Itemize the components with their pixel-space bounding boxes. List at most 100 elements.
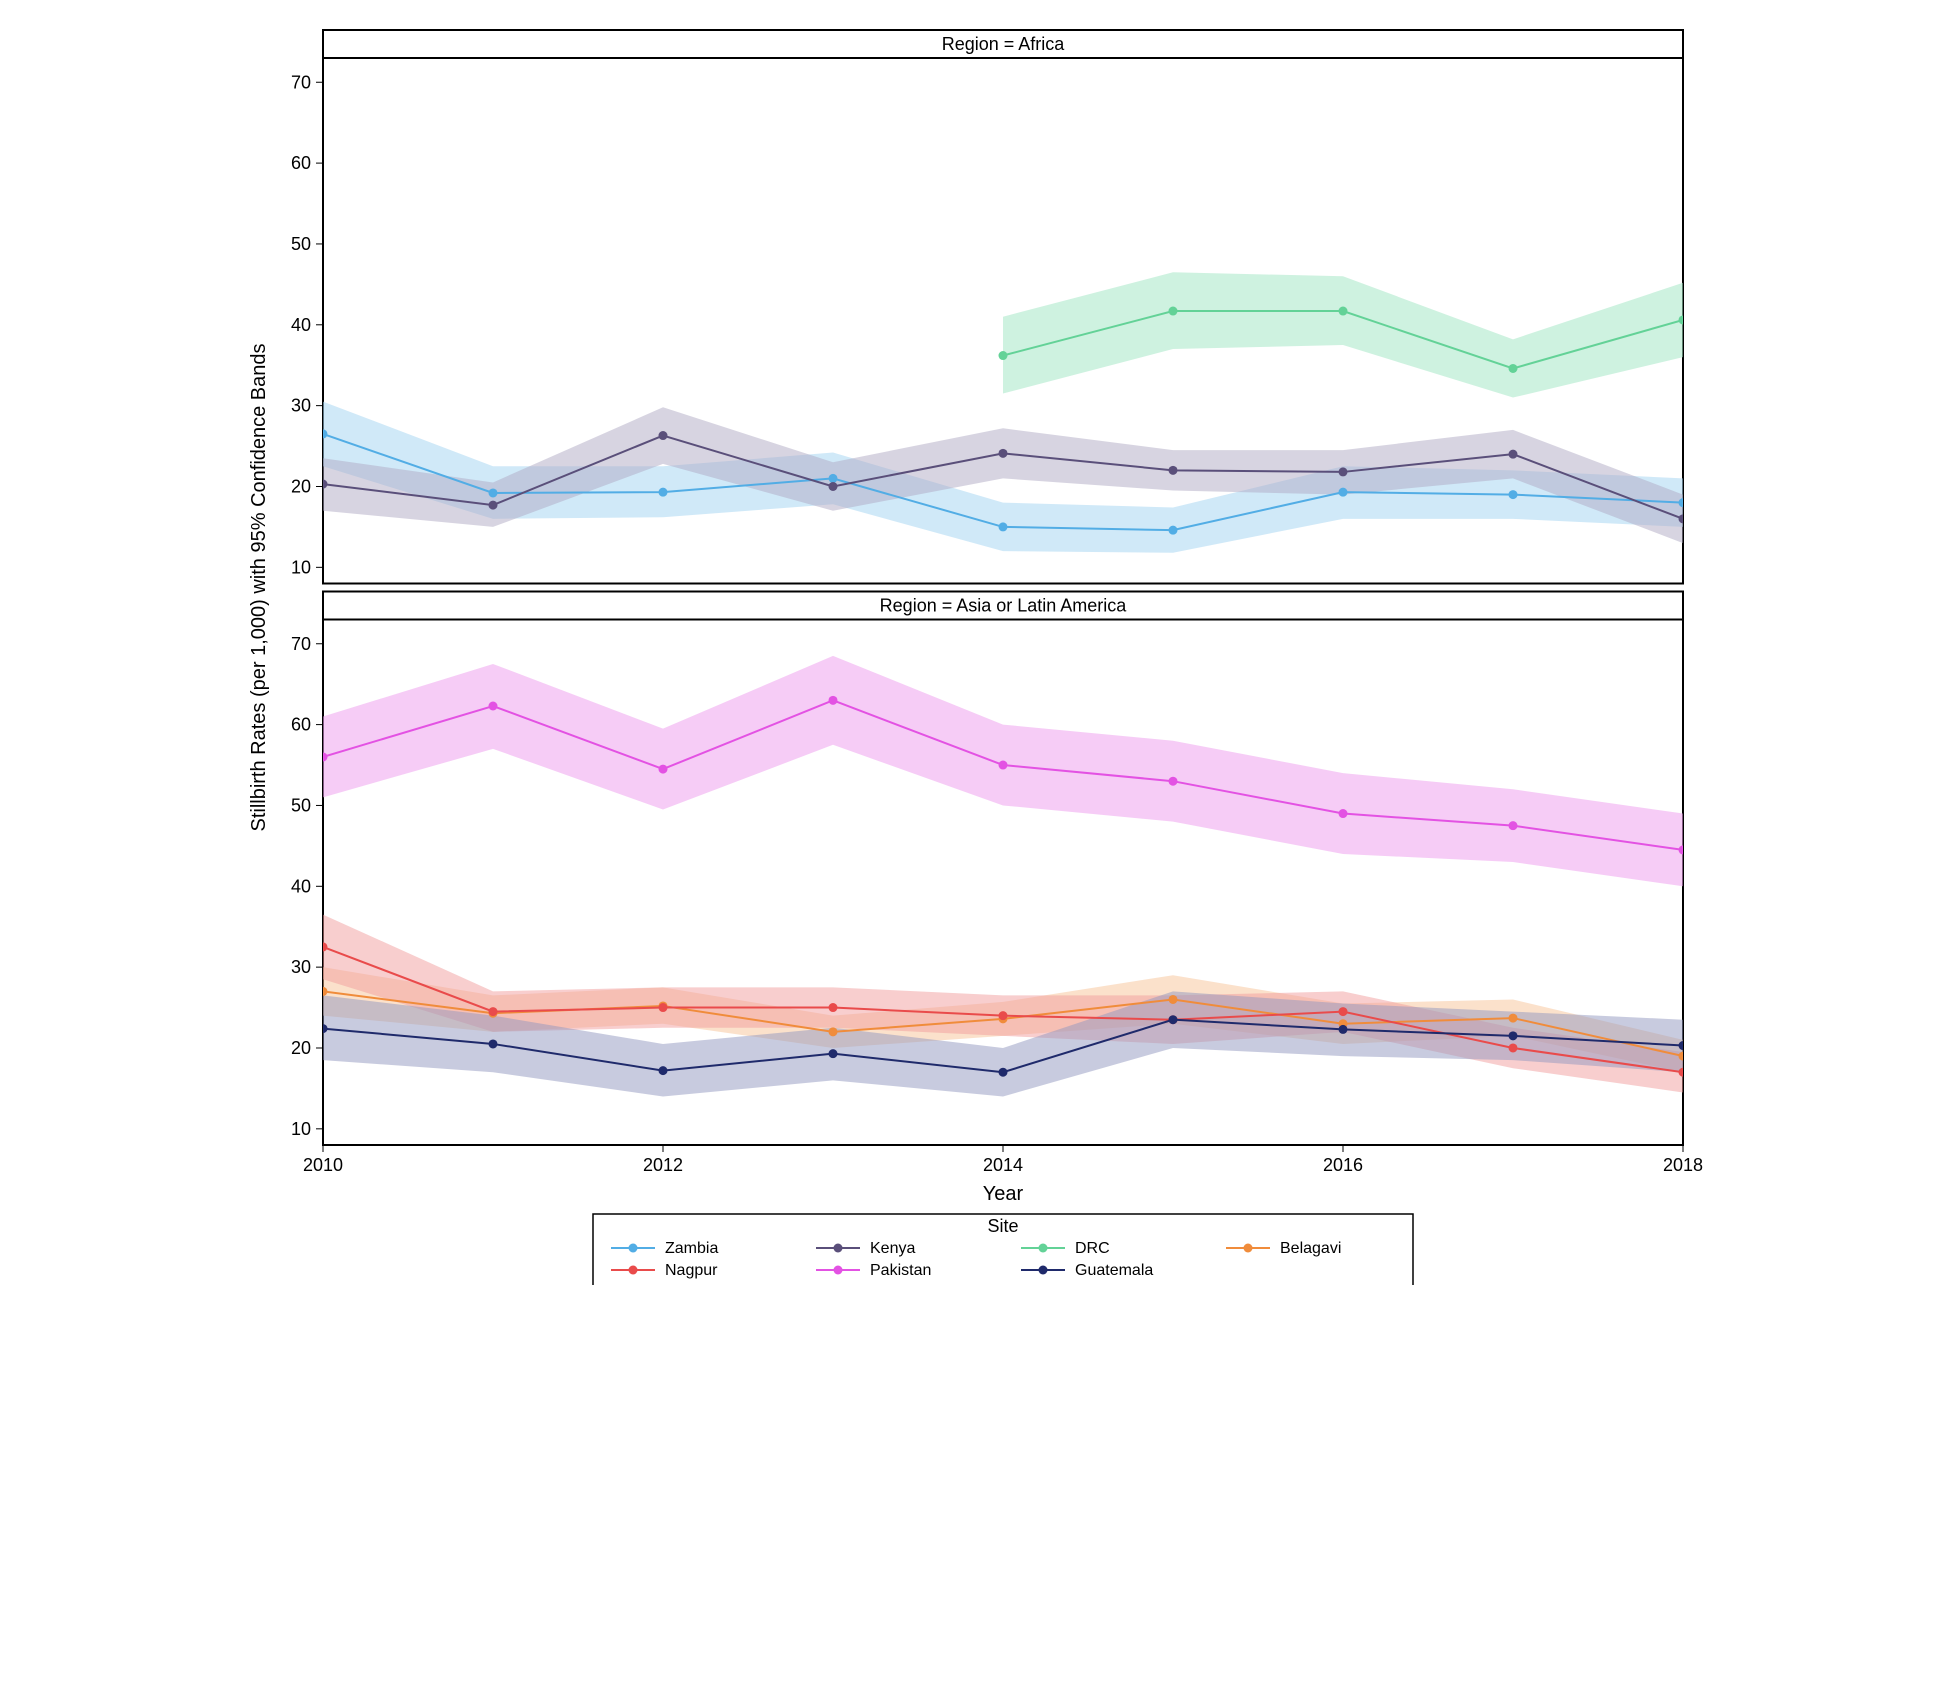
series-marker [488,1007,497,1016]
panel-title: Region = Africa [941,34,1065,54]
series-marker [488,501,497,510]
series-marker [488,1039,497,1048]
panel-title: Region = Asia or Latin America [879,595,1127,615]
series-marker [828,696,837,705]
series-marker [1678,315,1687,324]
series-marker [1508,450,1517,459]
series-marker [658,765,667,774]
legend-marker [833,1244,842,1253]
series-marker [1168,1015,1177,1024]
legend-marker [628,1244,637,1253]
legend-marker [1038,1244,1047,1253]
y-axis-label: Stillbirth Rates (per 1,000) with 95% Co… [248,343,270,831]
series-marker [828,482,837,491]
series-marker [1508,364,1517,373]
x-tick-label: 2016 [1322,1155,1362,1175]
plot-area [318,272,1687,553]
y-tick-label: 70 [290,634,310,654]
y-tick-label: 20 [290,476,310,496]
series-marker [658,1003,667,1012]
series-marker [1678,1052,1687,1061]
series-marker [318,480,327,489]
series-marker [1338,1007,1347,1016]
series-marker [1168,307,1177,316]
y-tick-label: 40 [290,315,310,335]
series-marker [1508,1043,1517,1052]
series-marker [1678,514,1687,523]
plot-area [318,656,1687,1097]
series-marker [998,351,1007,360]
series-marker [658,488,667,497]
y-tick-label: 10 [290,557,310,577]
legend-label: Pakistan [870,1262,931,1279]
series-marker [1678,845,1687,854]
series-marker [658,1066,667,1075]
series-marker [998,449,1007,458]
y-tick-label: 60 [290,715,310,735]
series-marker [1508,821,1517,830]
y-tick-label: 40 [290,876,310,896]
y-tick-label: 30 [290,957,310,977]
series-marker [1168,777,1177,786]
legend-label: Belagavi [1280,1240,1341,1257]
legend-marker [628,1266,637,1275]
series-marker [828,1003,837,1012]
series-marker [1338,488,1347,497]
legend-label: Kenya [870,1240,915,1257]
y-tick-label: 20 [290,1038,310,1058]
y-tick-label: 50 [290,795,310,815]
series-marker [318,752,327,761]
series-marker [1338,809,1347,818]
legend-marker [1038,1266,1047,1275]
legend-label: Nagpur [665,1262,718,1279]
y-tick-label: 70 [290,72,310,92]
series-marker [1508,1014,1517,1023]
series-marker [1508,1031,1517,1040]
series-marker [1168,995,1177,1004]
series-marker [828,1027,837,1036]
ci-band [323,656,1683,886]
legend-title: Site [987,1216,1018,1236]
series-marker [1678,1041,1687,1050]
ci-band [1003,272,1683,397]
series-marker [488,488,497,497]
series-marker [1508,490,1517,499]
legend-marker [833,1266,842,1275]
x-tick-label: 2018 [1662,1155,1702,1175]
legend-label: Guatemala [1075,1262,1153,1279]
panel: Region = Asia or Latin America 10 20 30 40 50… [290,592,1702,1176]
legend-label: Zambia [665,1240,718,1257]
series-marker [998,1011,1007,1020]
series-marker [1168,466,1177,475]
series-marker [1168,526,1177,535]
series-marker [828,1049,837,1058]
x-axis-label: Year [982,1183,1023,1205]
series-marker [488,702,497,711]
series-marker [318,1024,327,1033]
series-marker [658,431,667,440]
x-tick-label: 2014 [982,1155,1022,1175]
series-marker [998,522,1007,531]
series-marker [1678,498,1687,507]
y-tick-label: 60 [290,153,310,173]
y-tick-label: 10 [290,1119,310,1139]
chart-svg: Stillbirth Rates (per 1,000) with 95% Co… [243,20,1703,1285]
series-marker [998,761,1007,770]
series-marker [1338,467,1347,476]
y-tick-label: 50 [290,234,310,254]
legend-marker [1243,1244,1252,1253]
series-marker [1338,307,1347,316]
x-tick-label: 2010 [302,1155,342,1175]
x-tick-label: 2012 [642,1155,682,1175]
series-marker [318,987,327,996]
y-tick-label: 30 [290,396,310,416]
chart-root: Stillbirth Rates (per 1,000) with 95% Co… [243,20,1703,1285]
legend-label: DRC [1075,1240,1110,1257]
panel: Region = Africa 10 20 30 40 50 60 70 [290,30,1687,584]
series-marker [318,942,327,951]
series-marker [318,429,327,438]
series-marker [998,1068,1007,1077]
series-marker [828,474,837,483]
series-marker [1678,1068,1687,1077]
series-marker [1338,1025,1347,1034]
